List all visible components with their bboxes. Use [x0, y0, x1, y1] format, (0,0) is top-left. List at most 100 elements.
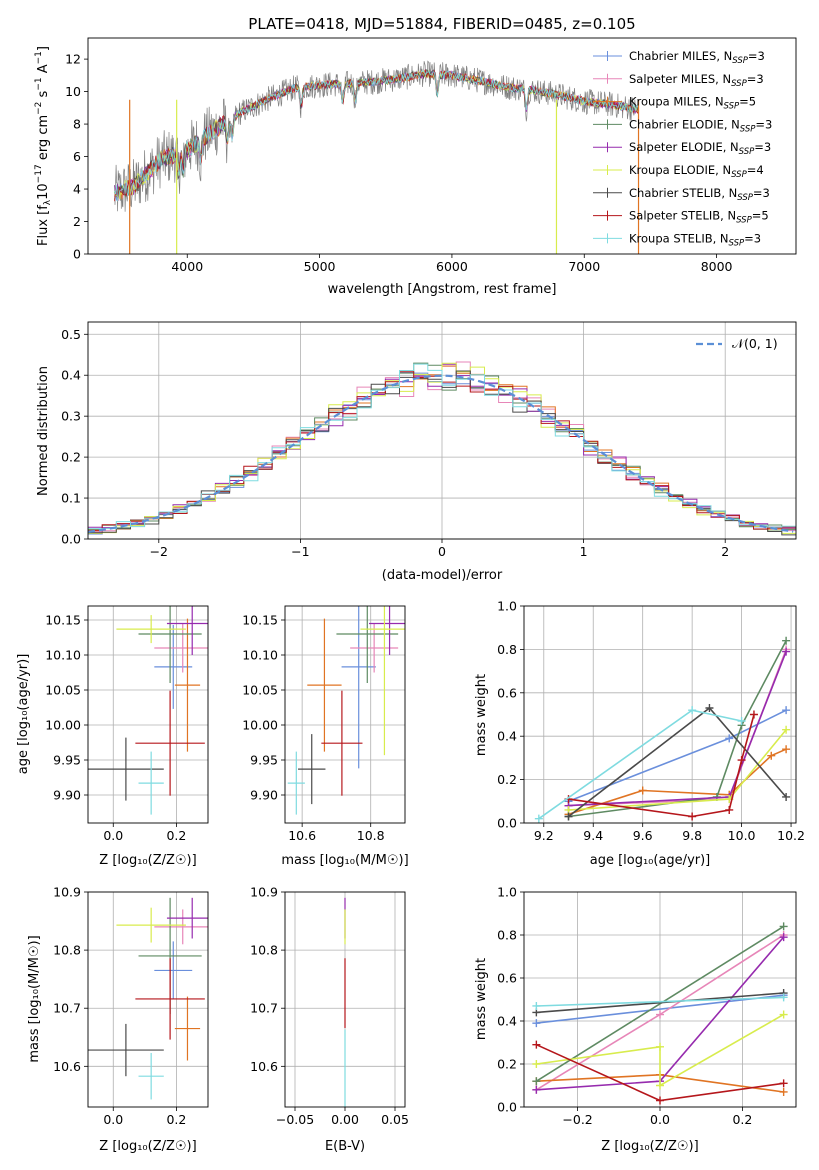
y-tick-label: 12 [65, 52, 81, 67]
series-marker [779, 922, 788, 931]
errorbar-salpeter-miles [350, 623, 399, 673]
errorbar-chabrier-miles [154, 941, 193, 1000]
x-tick-label: 9.8 [682, 828, 702, 843]
y-tick-label: 6 [73, 149, 81, 164]
series-line [568, 640, 787, 818]
weight-vs-metallicity-panel: −0.2 0.0 0.2 0.0 0.2 0.4 0.6 0.8 1.0 Z [log₁₀(Z/… [474, 885, 797, 1154]
mass_vs_ebv-frame [284, 891, 406, 1108]
y-tick-label: 0.3 [61, 409, 81, 424]
x-tick-label: 0 [438, 544, 446, 559]
series-marker [779, 933, 788, 942]
series-line [536, 994, 784, 1024]
series-marker [705, 703, 714, 712]
x-tick-label: 9.2 [534, 828, 554, 843]
x-tick-label: 1 [580, 544, 588, 559]
series-marker [688, 706, 697, 715]
errorbar-kroupa-stelib [287, 751, 305, 815]
series-kroupa-elodie [532, 1010, 788, 1090]
y-tick-label: 10.6 [250, 1059, 278, 1074]
y-tick-label: 10.10 [242, 648, 278, 663]
y-tick-label: 0.5 [61, 327, 81, 342]
y-tick-label: 0.1 [61, 491, 81, 506]
age_vs_Z-grid [88, 606, 208, 823]
y-tick-label: 0.4 [497, 729, 517, 744]
model-spectrum-kroupa-stelib [114, 69, 639, 202]
errorbar-chabrier-elodie [138, 606, 202, 683]
series-marker [782, 725, 791, 734]
spectrum-panel: 4000 5000 6000 7000 8000 0 2 4 6 8 10 12 Chabrier MI… [34, 37, 797, 297]
series-marker [532, 1060, 541, 1068]
legend-label: Kroupa MILES, NSSP=5 [629, 95, 756, 112]
y-tick-label: 1.0 [497, 599, 517, 614]
series-marker [564, 812, 573, 821]
series-marker [782, 636, 791, 645]
x-tick-label: 10.8 [357, 828, 385, 843]
errorbar-kroupa-elodie [360, 606, 405, 756]
legend-label: Chabrier STELIB, NSSP=3 [629, 186, 770, 203]
series-marker [532, 1019, 541, 1028]
age_vs_mass-axes: 10.6 10.8 9.90 9.95 10.00 10.05 10.10 10.15 [242, 605, 406, 843]
x-tick-label: 9.4 [583, 828, 603, 843]
legend-entry-kroupa-elodie: Kroupa ELODIE, NSSP=4 [593, 163, 764, 180]
age-vs-mass-x-axis-label: mass [log₁₀(M/M☉)] [281, 853, 408, 868]
x-tick-label: 0.00 [331, 1112, 359, 1127]
series-salpeter-stelib [564, 710, 758, 821]
x-tick-label: 0.2 [166, 1112, 186, 1127]
series-marker [782, 745, 791, 754]
age-vs-mass-panel: 10.6 10.8 9.90 9.95 10.00 10.05 10.10 10.15 mas… [242, 605, 409, 868]
errorbar-chabrier-stelib [298, 734, 326, 805]
x-tick-label: 0.05 [381, 1112, 409, 1127]
series-marker [767, 751, 776, 760]
legend-label: Kroupa ELODIE, NSSP=4 [629, 163, 764, 180]
y-tick-label: 0 [73, 247, 81, 262]
series-marker [779, 1010, 788, 1019]
weight_vs_Z-axes: −0.2 0.0 0.2 0.0 0.2 0.4 0.6 0.8 1.0 [497, 885, 797, 1127]
spectrum-legend: Chabrier MILES, NSSP=3 Salpeter MILES, NS… [593, 49, 772, 248]
x-tick-label: 4000 [171, 259, 203, 274]
x-tick-label: 0.2 [732, 1112, 752, 1127]
legend-label: Salpeter MILES, NSSP=3 [629, 72, 764, 89]
legend-label: Salpeter STELIB, NSSP=5 [629, 209, 769, 226]
legend-label: Kroupa STELIB, NSSP=3 [629, 231, 761, 248]
mass-vs-ebv-x-axis-label: E(B-V) [325, 1139, 365, 1154]
weight-vs-age-x-axis-label: age [log₁₀(age/yr)] [590, 853, 711, 868]
series-marker [779, 1079, 788, 1088]
y-tick-label: 9.95 [250, 753, 278, 768]
series-marker [656, 1042, 664, 1051]
x-tick-label: 9.6 [633, 828, 653, 843]
weight_vs_age-axes: 9.2 9.4 9.6 9.8 10.0 10.2 0.0 0.2 0.4 0.6 0.8 1.0 [497, 599, 805, 844]
residuals-legend: 𝒩(0, 1) [696, 336, 778, 351]
age_vs_mass-grid [285, 606, 405, 823]
series-marker [725, 805, 734, 814]
weight_vs_age-frame [523, 605, 797, 824]
age_vs_mass-frame [284, 605, 406, 824]
spectrum-axes: 4000 5000 6000 7000 8000 0 2 4 6 8 10 12 [65, 37, 797, 274]
y-tick-label: 1.0 [497, 885, 517, 900]
legend-entry-salpeter-elodie: Salpeter ELODIE, NSSP=3 [593, 140, 771, 157]
series-marker [779, 1087, 788, 1096]
legend-entry-chabrier-elodie: Chabrier ELODIE, NSSP=3 [593, 117, 772, 134]
series-marker [534, 814, 543, 823]
y-tick-label: 9.95 [53, 753, 81, 768]
errorbar-salpeter-elodie [166, 897, 208, 939]
series-marker [782, 706, 791, 715]
legend-label: 𝒩(0, 1) [732, 336, 778, 351]
series-line [536, 992, 784, 1014]
errorbar-kroupa-stelib [138, 751, 164, 815]
series-line [568, 649, 787, 807]
series-line [568, 729, 787, 811]
y-tick-label: 0.4 [61, 368, 81, 383]
errorbar-kroupa-elodie [116, 907, 186, 943]
y-tick-label: 0.6 [497, 971, 517, 986]
age-vs-metallicity-panel: 0.0 0.2 9.90 9.95 10.00 10.05 10.10 10.15 Z [lo… [16, 605, 209, 868]
legend-label: Chabrier MILES, NSSP=3 [629, 49, 765, 66]
spectrum-plot-area [114, 60, 640, 254]
y-tick-label: 10.7 [250, 1001, 278, 1016]
x-tick-label: −2 [150, 544, 168, 559]
errorbar-salpeter-stelib [135, 958, 205, 1040]
x-tick-label: 10.6 [288, 828, 316, 843]
legend-label: Salpeter ELODIE, NSSP=3 [629, 140, 771, 157]
series-marker [688, 812, 697, 821]
series-kroupa-stelib [532, 993, 788, 1010]
